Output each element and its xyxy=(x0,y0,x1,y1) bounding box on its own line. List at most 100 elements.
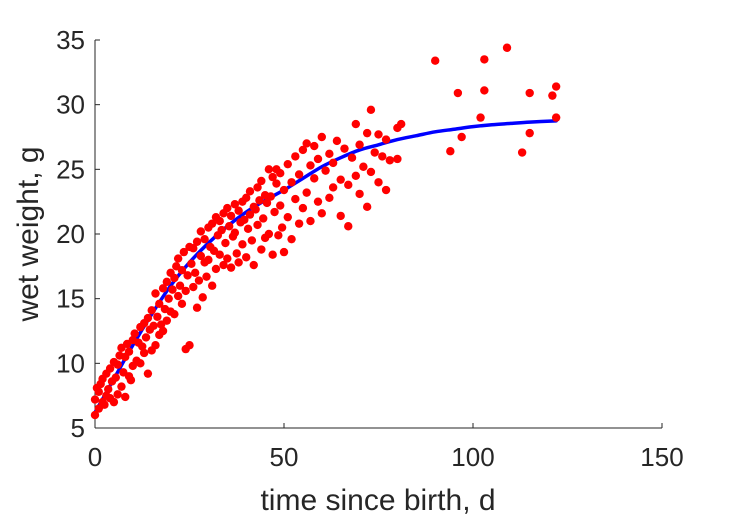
data-point xyxy=(268,172,277,182)
data-point xyxy=(177,266,187,275)
data-point xyxy=(257,176,266,186)
data-point xyxy=(223,254,232,263)
data-point xyxy=(253,220,262,230)
data-point xyxy=(446,147,455,156)
data-point xyxy=(100,400,109,409)
data-point xyxy=(247,236,257,245)
y-tick-label: 35 xyxy=(56,25,85,55)
data-point xyxy=(310,174,319,183)
data-point xyxy=(551,82,561,91)
data-point xyxy=(336,211,345,221)
data-point xyxy=(158,284,168,293)
data-point xyxy=(90,395,100,404)
data-point xyxy=(126,375,136,385)
data-point xyxy=(287,234,296,244)
data-point xyxy=(291,152,300,161)
data-point xyxy=(141,333,151,342)
data-point xyxy=(393,154,402,164)
data-point xyxy=(162,277,172,287)
data-point xyxy=(283,212,292,222)
data-point xyxy=(328,158,338,168)
data-point xyxy=(221,238,230,248)
y-tick-label: 30 xyxy=(56,90,85,120)
data-point xyxy=(192,303,202,312)
data-point xyxy=(283,159,292,169)
data-point xyxy=(457,132,466,142)
data-point xyxy=(245,210,255,219)
data-point xyxy=(183,271,192,280)
data-point xyxy=(270,207,279,217)
data-point xyxy=(298,145,308,155)
data-point xyxy=(517,148,527,157)
data-point xyxy=(234,206,243,215)
data-point xyxy=(328,183,338,192)
data-point xyxy=(136,359,145,368)
data-point xyxy=(313,154,323,164)
data-point xyxy=(234,258,243,267)
y-tick-label: 15 xyxy=(56,284,85,314)
data-point xyxy=(215,216,224,226)
data-point xyxy=(294,170,304,179)
data-point xyxy=(202,272,211,281)
data-point xyxy=(551,113,561,122)
data-point xyxy=(525,128,534,138)
data-point xyxy=(355,140,364,149)
data-point xyxy=(177,299,187,309)
data-point xyxy=(204,255,213,265)
data-point xyxy=(189,244,198,253)
data-point xyxy=(302,139,311,148)
data-point xyxy=(355,189,364,199)
data-point xyxy=(381,185,391,195)
data-point xyxy=(240,215,249,224)
data-point xyxy=(264,165,274,174)
data-point xyxy=(313,197,323,206)
data-point xyxy=(187,259,196,268)
x-tick-label: 150 xyxy=(640,442,683,472)
data-point xyxy=(370,148,379,157)
data-point xyxy=(104,385,113,394)
data-point xyxy=(310,141,319,151)
data-point xyxy=(276,201,285,210)
data-point xyxy=(374,130,383,139)
data-point xyxy=(366,167,376,177)
data-point xyxy=(173,254,183,263)
data-point xyxy=(276,169,285,178)
data-point xyxy=(302,188,311,197)
data-point xyxy=(266,192,275,201)
data-point xyxy=(262,198,272,208)
data-point xyxy=(207,219,217,228)
data-point xyxy=(277,223,287,232)
data-point xyxy=(238,240,247,249)
data-point xyxy=(151,341,160,350)
data-point xyxy=(179,247,189,257)
data-point xyxy=(255,196,264,205)
data-point xyxy=(480,86,489,95)
data-point xyxy=(90,410,100,420)
data-point xyxy=(291,194,300,204)
data-point xyxy=(192,237,202,246)
data-point xyxy=(147,306,156,315)
data-point xyxy=(168,285,177,294)
data-points-layer xyxy=(90,43,561,420)
data-point xyxy=(151,289,160,298)
data-point xyxy=(374,178,383,187)
data-point xyxy=(336,175,345,184)
data-point xyxy=(525,88,534,98)
fit-line xyxy=(93,119,558,415)
data-point xyxy=(170,273,179,283)
data-point xyxy=(94,387,103,396)
data-point xyxy=(480,55,489,64)
y-tick-label: 10 xyxy=(56,348,85,378)
data-point xyxy=(306,161,315,170)
data-point xyxy=(121,392,130,402)
data-point xyxy=(272,179,281,188)
data-point xyxy=(325,193,334,202)
data-point xyxy=(264,229,274,239)
data-point xyxy=(217,225,226,235)
data-point xyxy=(476,113,485,122)
data-point xyxy=(143,369,153,378)
y-axis-label: wet weight, g xyxy=(12,146,45,322)
data-point xyxy=(431,56,440,65)
y-ticks: 5 10 15 20 25 30 35 xyxy=(56,25,100,443)
data-point xyxy=(306,216,315,226)
